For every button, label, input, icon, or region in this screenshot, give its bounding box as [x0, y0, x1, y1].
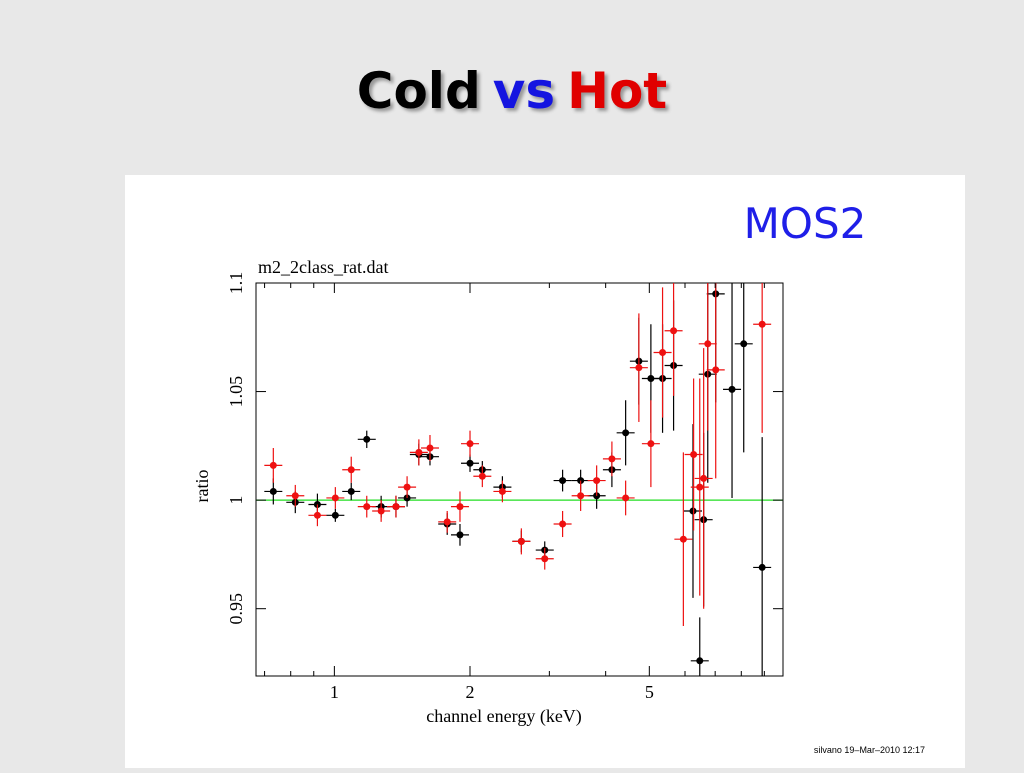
data-point	[466, 440, 474, 448]
data-point	[291, 492, 299, 500]
data-point	[403, 483, 411, 491]
footer: silvano 19–Mar–2010 12:17	[814, 745, 925, 755]
data-point	[269, 461, 277, 469]
data-point	[679, 535, 687, 543]
data-point	[269, 487, 277, 495]
x-tick-label: 2	[466, 682, 475, 702]
detector-label: MOS2	[744, 199, 867, 248]
data-point	[593, 477, 601, 485]
data-point	[758, 563, 766, 571]
data-point	[696, 657, 704, 665]
plot-title: m2_2class_rat.dat	[258, 257, 388, 277]
data-point	[700, 474, 708, 482]
data-point	[622, 429, 630, 437]
data-point	[647, 375, 655, 383]
data-point	[415, 448, 423, 456]
data-point	[478, 472, 486, 480]
panel: MOS2 m2_2class_rat.dat channel energy (k…	[125, 175, 965, 768]
data-point	[647, 440, 655, 448]
data-point	[347, 466, 355, 474]
data-point	[635, 364, 643, 372]
data-point	[426, 444, 434, 452]
data-point	[704, 340, 712, 348]
data-point	[331, 511, 339, 519]
x-axis-label: channel energy (keV)	[426, 706, 582, 727]
data-point	[347, 487, 355, 495]
data-point	[622, 494, 630, 502]
y-tick-label: 1.1	[226, 272, 246, 295]
data-point	[466, 459, 474, 467]
data-point	[392, 503, 400, 511]
y-axis-label: ratio	[192, 470, 212, 503]
data-point	[498, 487, 506, 495]
data-point	[690, 451, 698, 459]
data-point	[541, 555, 549, 563]
y-tick-label: 1.05	[226, 376, 246, 408]
data-point	[696, 483, 704, 491]
data-point	[331, 494, 339, 502]
data-point	[608, 455, 616, 463]
data-point	[728, 385, 736, 393]
data-point	[670, 327, 678, 335]
title-word: Cold	[356, 62, 481, 120]
data-point	[363, 435, 371, 443]
plot-frame	[255, 282, 784, 677]
x-tick-label: 5	[645, 682, 654, 702]
data-point	[559, 477, 567, 485]
data-point	[313, 511, 321, 519]
data-point	[559, 520, 567, 528]
data-point	[758, 320, 766, 328]
data-point	[443, 518, 451, 526]
slide-title: Cold vs Hot	[0, 62, 1024, 120]
data-point	[689, 507, 697, 515]
y-tick-label: 1	[226, 496, 246, 505]
title-word: Hot	[567, 62, 668, 120]
chart: MOS2 m2_2class_rat.dat channel energy (k…	[192, 199, 925, 755]
data-point	[577, 492, 585, 500]
y-tick-label: 0.95	[226, 593, 246, 625]
data-point	[740, 340, 748, 348]
data-point	[456, 531, 464, 539]
data-point	[517, 537, 525, 545]
x-tick-label: 1	[330, 682, 339, 702]
data-point	[456, 503, 464, 511]
title-word: vs	[492, 62, 556, 120]
data-point	[377, 507, 385, 515]
data-point	[363, 503, 371, 511]
data-point	[659, 348, 667, 356]
data-point	[712, 366, 720, 374]
